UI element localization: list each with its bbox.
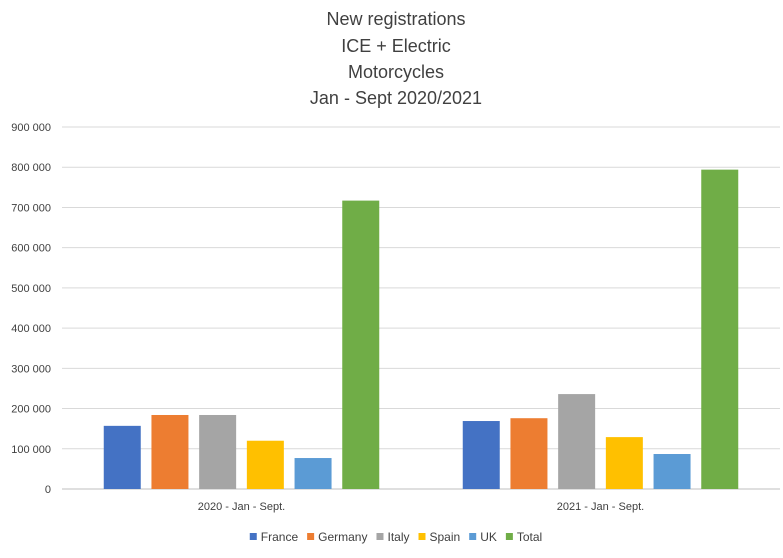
legend-label-italy: Italy [387,530,409,544]
bar-spain-0 [246,440,284,489]
bar-france-0 [103,425,141,489]
legend-label-uk: UK [480,530,497,544]
legend-swatch-uk [469,533,477,540]
y-axis-ticks: 0 100 000 200 000 300 000 400 000 500 000 600 … [11,122,51,496]
legend-swatch-france [249,533,257,540]
y-tick-label: 100 000 [11,444,51,456]
legend-swatch-germany [307,533,315,540]
x-category-label: 2020 - Jan - Sept. [198,501,285,513]
chart-title-line-2: ICE + Electric [341,36,451,56]
legend: France Germany Italy Spain UK Total [249,530,542,544]
legend-swatch-spain [418,533,426,540]
legend-label-spain: Spain [430,530,461,544]
legend-label-germany: Germany [318,530,367,544]
y-tick-label: 200 000 [11,404,51,416]
chart-title-line-3: Motorcycles [348,62,444,82]
bar-france-1 [462,421,500,489]
x-category-label: 2021 - Jan - Sept. [557,501,644,513]
y-tick-label: 800 000 [11,162,51,174]
y-tick-label: 900 000 [11,122,51,134]
bar-italy-1 [558,394,596,489]
bar-uk-1 [653,454,691,489]
bar-germany-1 [510,418,548,489]
bar-spain-1 [605,437,643,489]
y-tick-label: 400 000 [11,323,51,335]
bar-total-1 [701,169,739,489]
y-tick-label: 0 [45,484,51,496]
legend-label-france: France [261,530,299,544]
y-tick-label: 500 000 [11,283,51,295]
y-tick-label: 600 000 [11,243,51,255]
chart-title-line-1: New registrations [326,9,465,29]
bar-italy-0 [199,414,237,489]
bar-uk-0 [294,458,332,489]
bars [103,169,739,489]
x-axis-categories: 2020 - Jan - Sept. 2021 - Jan - Sept. [198,501,644,513]
bar-germany-0 [151,414,189,489]
y-tick-label: 300 000 [11,363,51,375]
legend-label-total: Total [517,530,542,544]
legend-swatch-italy [376,533,384,540]
bar-total-0 [342,200,380,489]
y-tick-label: 700 000 [11,202,51,214]
chart-title: New registrations ICE + Electric Motorcy… [310,9,482,108]
chart-title-line-4: Jan - Sept 2020/2021 [310,88,482,108]
legend-swatch-total [505,533,513,540]
